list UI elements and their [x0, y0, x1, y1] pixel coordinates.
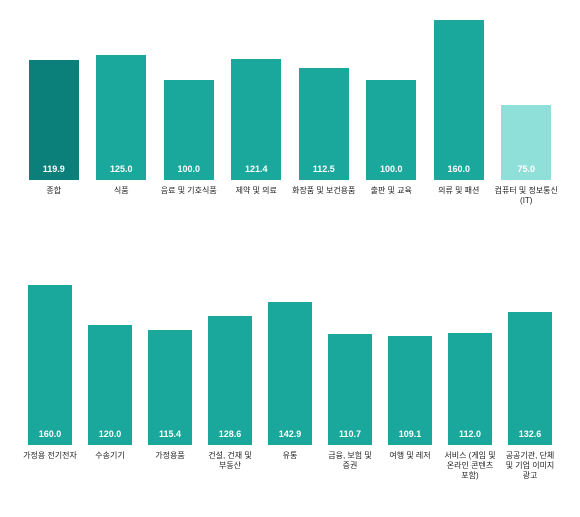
- bar: 112.5: [299, 68, 349, 181]
- bar: 119.9: [29, 60, 79, 180]
- bar-value: 112.5: [299, 164, 349, 174]
- bar: 142.9: [268, 302, 312, 445]
- bar: 121.4: [231, 59, 281, 180]
- bar-label: 출판 및 교육: [358, 186, 426, 206]
- bar: 160.0: [28, 285, 72, 445]
- bar: 132.6: [508, 312, 552, 445]
- bar-label: 건설, 건재 및 부동산: [200, 451, 260, 481]
- bar-label: 화장품 및 보건용품: [290, 186, 358, 206]
- bar-value: 128.6: [208, 429, 252, 439]
- bar: 128.6: [208, 316, 252, 445]
- bar-value: 142.9: [268, 429, 312, 439]
- bar-slot: 100.0: [155, 10, 223, 180]
- bar-value: 75.0: [501, 164, 551, 174]
- bar-value: 100.0: [366, 164, 416, 174]
- bar-slot: 112.5: [290, 10, 358, 180]
- bar-value: 112.0: [448, 429, 492, 439]
- bar-value: 110.7: [328, 429, 372, 439]
- bar-label: 의류 및 패션: [425, 186, 493, 206]
- bar-slot: 142.9: [260, 275, 320, 445]
- chart-bottom-labels: 가정용 전기전자수송기기가정용품건설, 건재 및 부동산유통금융, 보험 및 증…: [20, 451, 560, 481]
- bar-label: 공공기관, 단체 및 기업 이미지 광고: [500, 451, 560, 481]
- bar-label: 종합: [20, 186, 88, 206]
- bar-slot: 120.0: [80, 275, 140, 445]
- bar-label: 음료 및 기호식품: [155, 186, 223, 206]
- bar-label: 가정용 전기전자: [20, 451, 80, 481]
- bar-slot: 110.7: [320, 275, 380, 445]
- bar-value: 120.0: [88, 429, 132, 439]
- bar-slot: 112.0: [440, 275, 500, 445]
- bar: 112.0: [448, 333, 492, 445]
- chart-top: 119.9125.0100.0121.4112.5100.0160.075.0 …: [20, 10, 560, 225]
- bar: 110.7: [328, 334, 372, 445]
- bar-label: 식품: [88, 186, 156, 206]
- bar: 115.4: [148, 330, 192, 445]
- bar-slot: 160.0: [425, 10, 493, 180]
- bar-value: 115.4: [148, 429, 192, 439]
- chart-top-bars: 119.9 125.0 100.0 121.4 112.5 100.0 160.0 75.0: [20, 10, 560, 180]
- chart-bottom-bars: 160.0 120.0 115.4 128.6 142.9 110.7 109.1 112.0…: [20, 275, 560, 445]
- bar-slot: 121.4: [223, 10, 291, 180]
- bar-label: 금융, 보험 및 증권: [320, 451, 380, 481]
- bar-label: 컴퓨터 및 정보통신(IT): [493, 186, 561, 206]
- bar-slot: 75.0: [493, 10, 561, 180]
- bar-slot: 125.0: [88, 10, 156, 180]
- bar-slot: 115.4: [140, 275, 200, 445]
- bar: 109.1: [388, 336, 432, 445]
- bar-label: 수송기기: [80, 451, 140, 481]
- bar-value: 100.0: [164, 164, 214, 174]
- bar-slot: 119.9: [20, 10, 88, 180]
- bar-value: 121.4: [231, 164, 281, 174]
- bar: 160.0: [434, 20, 484, 180]
- bar-value: 109.1: [388, 429, 432, 439]
- bar-slot: 100.0: [358, 10, 426, 180]
- chart-top-labels: 종합식품음료 및 기호식품제약 및 의료화장품 및 보건용품출판 및 교육의류 …: [20, 186, 560, 206]
- bar-value: 132.6: [508, 429, 552, 439]
- bar-value: 119.9: [29, 164, 79, 174]
- bar-slot: 160.0: [20, 275, 80, 445]
- bar-label: 유통: [260, 451, 320, 481]
- bar: 100.0: [366, 80, 416, 180]
- bar-label: 제약 및 의료: [223, 186, 291, 206]
- bar-label: 가정용품: [140, 451, 200, 481]
- bar-slot: 109.1: [380, 275, 440, 445]
- bar: 125.0: [96, 55, 146, 180]
- bar-label: 서비스 (게임 및 온라인 콘텐츠 포함): [440, 451, 500, 481]
- bar-slot: 132.6: [500, 275, 560, 445]
- bar-slot: 128.6: [200, 275, 260, 445]
- chart-bottom: 160.0 120.0 115.4 128.6 142.9 110.7 109.1 112.0…: [20, 275, 560, 490]
- bar: 75.0: [501, 105, 551, 180]
- bar-value: 125.0: [96, 164, 146, 174]
- bar: 100.0: [164, 80, 214, 180]
- bar: 120.0: [88, 325, 132, 445]
- bar-value: 160.0: [434, 164, 484, 174]
- bar-value: 160.0: [28, 429, 72, 439]
- bar-label: 여행 및 레저: [380, 451, 440, 481]
